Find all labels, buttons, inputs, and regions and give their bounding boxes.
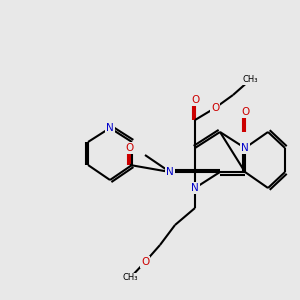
Text: CH₃: CH₃ (122, 274, 138, 283)
Text: N: N (191, 183, 199, 193)
Text: O: O (241, 107, 249, 117)
Text: CH₃: CH₃ (242, 76, 258, 85)
Text: O: O (211, 103, 219, 113)
Text: O: O (126, 143, 134, 153)
Text: N: N (241, 143, 249, 153)
Text: N: N (106, 123, 114, 133)
Text: O: O (191, 95, 199, 105)
Text: O: O (141, 257, 149, 267)
Text: N: N (166, 167, 174, 177)
